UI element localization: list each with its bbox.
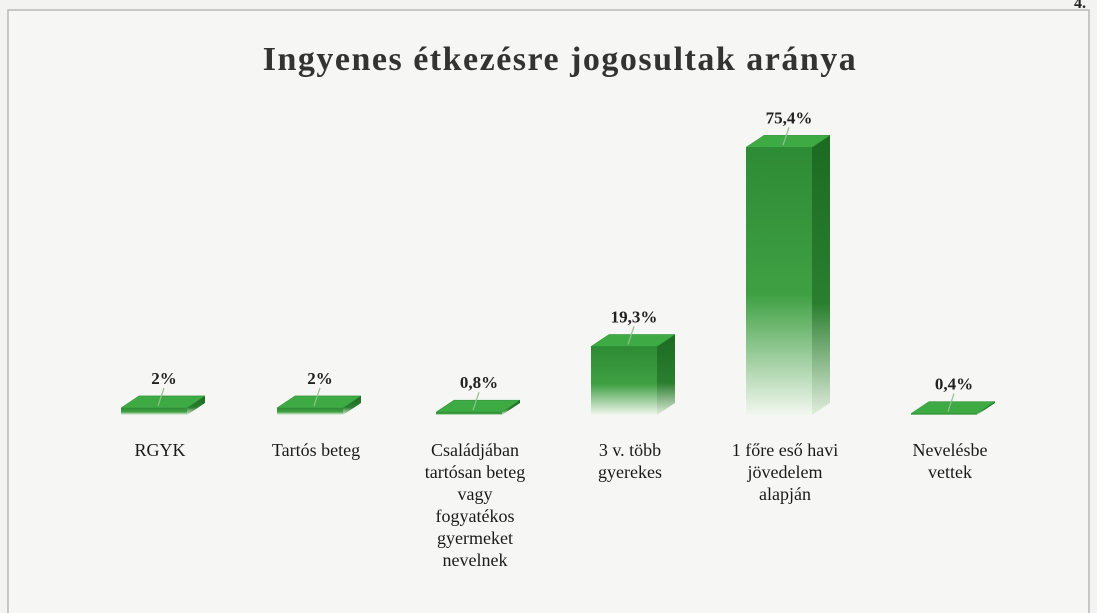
category-label: 3 v. több gyerekes [598,440,662,482]
bar-side [502,400,520,415]
bar-side [812,135,830,415]
bar-top [590,334,676,347]
bar-front [436,412,502,415]
value-label: 2% [307,369,333,388]
value-label: 19,3% [611,307,658,326]
bar [120,387,206,415]
bar-leader [472,391,480,411]
category-label: Nevelésbe vettek [912,440,988,482]
bar [745,127,831,415]
value-label: 75,4% [766,108,813,127]
category-label: Családjában tartósan beteg vagy fogyaték… [424,440,526,570]
chart-frame [7,9,1090,613]
bar-front [591,346,657,415]
bar-leader [947,393,955,412]
bar-side [977,401,995,415]
bar-front [911,413,977,415]
bar-leader [157,387,165,407]
bar-front [746,147,812,415]
bar-top [910,401,996,414]
value-label: 2% [151,369,177,388]
bar-top [120,395,206,409]
bar-leader [313,387,321,407]
bar-side [657,334,675,415]
bar-side [343,395,361,415]
page-number: 4. [1074,0,1086,12]
bar-side [187,395,205,415]
bar-front [277,407,343,415]
bar [276,387,362,415]
bar-front [121,407,187,415]
bar [910,393,996,415]
bar-top [435,399,521,413]
value-label: 0,8% [460,373,498,392]
bar-top [276,395,362,409]
bar-leader [782,127,790,146]
category-label: RGYK [134,440,186,460]
value-label: 0,4% [935,375,973,394]
bar-top [745,135,831,148]
bar [590,326,676,415]
bar-leader [627,326,635,345]
bar [435,391,521,415]
category-label: 1 főre eső havi jövedelem alapján [731,440,839,504]
chart-title: Ingyenes étkezésre jogosultak aránya [263,41,858,78]
category-label: Tartós beteg [271,440,361,460]
